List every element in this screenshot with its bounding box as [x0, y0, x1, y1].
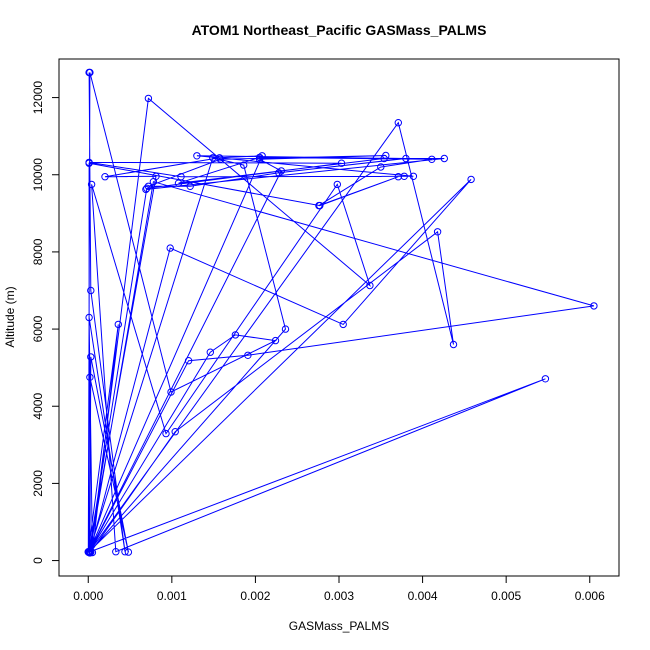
- y-tick-label: 6000: [31, 315, 45, 342]
- data-point: [174, 179, 183, 187]
- data-point: [144, 94, 153, 103]
- x-tick-label: 0.000: [73, 589, 103, 603]
- x-axis: 0.000 0.001 0.002 0.003 0.004 0.005 0.006: [73, 575, 605, 603]
- data-point: [333, 180, 341, 189]
- data-point: [87, 286, 95, 295]
- y-tick-label: 12000: [31, 81, 45, 115]
- data-point: [193, 152, 201, 160]
- data-point: [101, 173, 109, 181]
- data-point: [433, 228, 442, 236]
- y-tick-label: 2000: [31, 470, 45, 497]
- data-point: [86, 68, 94, 77]
- data-point: [85, 548, 93, 556]
- data-point: [277, 167, 285, 175]
- data-point: [216, 155, 225, 164]
- data-point: [394, 173, 402, 181]
- data-point: [177, 173, 185, 181]
- data-point: [240, 161, 248, 169]
- data-point: [171, 428, 179, 436]
- data-point: [231, 331, 240, 339]
- chart-title: ATOM1 Northeast_Pacific GASMass_PALMS: [192, 22, 487, 38]
- data-point: [87, 180, 96, 189]
- data-point: [142, 185, 150, 194]
- data-point: [315, 201, 323, 210]
- x-tick-label: 0.003: [324, 589, 354, 603]
- series-line: [87, 72, 595, 554]
- x-axis-label: GASMass_PALMS: [289, 619, 389, 633]
- data-point: [255, 155, 264, 164]
- data-point: [402, 154, 410, 163]
- x-tick-label: 0.001: [157, 589, 187, 603]
- data-point: [366, 281, 374, 290]
- x-tick-label: 0.002: [240, 589, 270, 603]
- data-point: [449, 340, 458, 349]
- data-point: [184, 357, 193, 365]
- data-point: [143, 184, 151, 193]
- data-point: [271, 336, 280, 345]
- y-axis: 0 2000 4000 6000 8000 10000 12000: [31, 81, 60, 564]
- data-point: [337, 159, 346, 167]
- data-point: [244, 351, 252, 359]
- data-point: [152, 172, 160, 181]
- data-point: [380, 154, 388, 163]
- y-axis-label: Altitude (m): [3, 286, 17, 347]
- x-tick-label: 0.006: [575, 589, 605, 603]
- plot-area: [84, 68, 598, 557]
- data-point: [85, 313, 93, 322]
- data-point: [377, 163, 385, 171]
- y-tick-label: 10000: [31, 158, 45, 192]
- x-tick-label: 0.004: [408, 589, 438, 603]
- data-point: [162, 429, 170, 438]
- x-tick-label: 0.005: [491, 589, 521, 603]
- data-point: [186, 182, 194, 191]
- y-tick-label: 4000: [31, 393, 45, 420]
- data-point: [281, 325, 290, 333]
- data-point: [339, 320, 347, 329]
- data-point: [166, 244, 174, 252]
- data-point: [255, 153, 264, 162]
- data-point: [121, 548, 129, 556]
- data-point: [112, 548, 120, 556]
- data-point: [428, 155, 436, 164]
- plot-box: [58, 58, 620, 577]
- data-point: [440, 154, 448, 163]
- data-point: [114, 320, 123, 329]
- y-tick-label: 8000: [31, 238, 45, 265]
- data-point: [394, 119, 402, 127]
- data-point: [467, 175, 475, 184]
- data-point: [85, 159, 93, 167]
- data-point: [87, 353, 95, 361]
- data-point: [590, 302, 598, 310]
- y-tick-label: 0: [31, 557, 45, 564]
- data-point: [409, 172, 418, 181]
- data-point: [124, 548, 133, 556]
- data-point: [206, 348, 215, 356]
- data-point: [541, 375, 550, 383]
- data-point: [167, 388, 175, 396]
- data-point: [86, 373, 94, 381]
